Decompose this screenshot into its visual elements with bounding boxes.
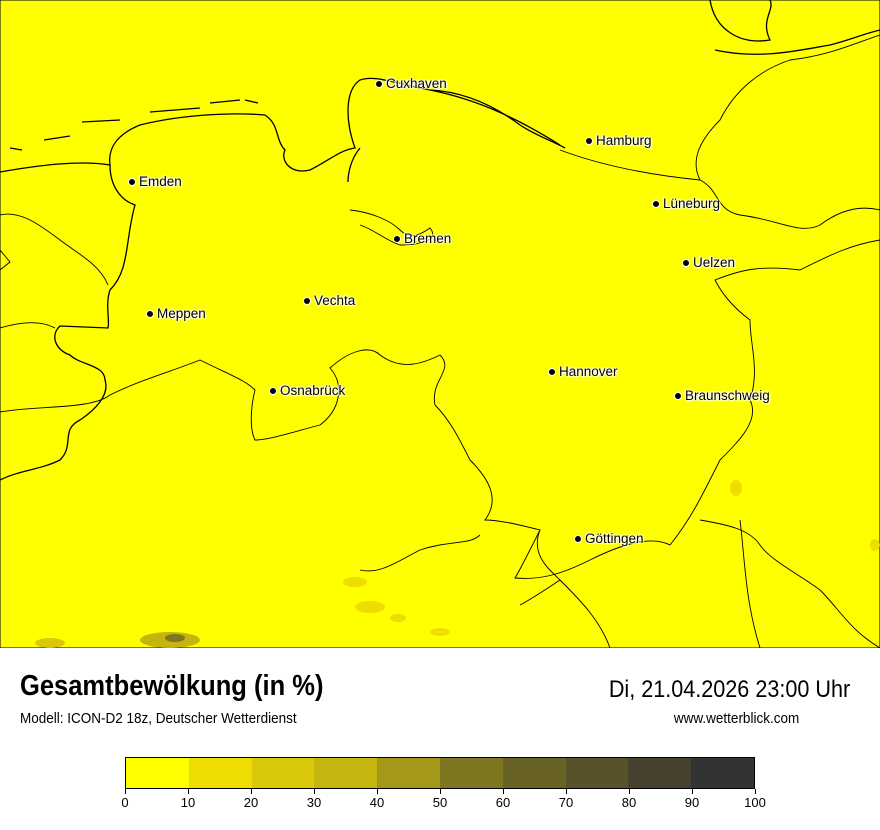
colorbar-tick-label: 10 — [180, 795, 196, 810]
city-label: Lüneburg — [652, 196, 720, 211]
colorbar-tick-mark — [314, 789, 315, 794]
map-canvas — [0, 0, 880, 649]
city-name: Meppen — [157, 306, 206, 321]
city-dot-icon — [146, 310, 154, 319]
city-dot-icon — [128, 178, 136, 187]
forecast-datetime: Di, 21.04.2026 23:00 Uhr — [608, 676, 850, 703]
map-background — [0, 0, 880, 649]
city-name: Lüneburg — [663, 196, 721, 211]
city-dot-icon — [375, 80, 383, 89]
cloud-cover-map: Cuxhaven Hamburg Emden Lüneburg Bremen U… — [0, 0, 880, 649]
city-dot-icon — [674, 392, 682, 401]
city-name: Osnabrück — [280, 383, 346, 398]
colorbar-tick-label: 40 — [369, 795, 385, 810]
colorbar-tick-mark — [755, 789, 756, 794]
colorbar-tick-mark — [377, 789, 378, 794]
model-subtitle: Modell: ICON-D2 18z, Deutscher Wetterdie… — [20, 710, 297, 727]
colorbar-tick-label: 90 — [684, 795, 700, 810]
colorbar-segment — [377, 758, 440, 788]
colorbar-segment — [126, 758, 189, 788]
colorbar-tick-label: 70 — [558, 795, 574, 810]
city-label: Braunschweig — [674, 388, 770, 403]
city-label: Cuxhaven — [375, 76, 447, 91]
city-label: Uelzen — [682, 255, 735, 270]
city-dot-icon — [652, 200, 660, 209]
colorbar-tick-label: 50 — [432, 795, 448, 810]
city-dot-icon — [393, 235, 401, 244]
colorbar-segment — [628, 758, 692, 788]
colorbar-tick-mark — [692, 789, 693, 794]
city-label: Osnabrück — [269, 383, 345, 398]
city-dot-icon — [269, 387, 277, 396]
colorbar-tick-label: 60 — [495, 795, 511, 810]
colorbar-segment — [439, 758, 503, 788]
city-dot-icon — [548, 368, 556, 377]
city-label: Bremen — [393, 231, 451, 246]
colorbar-tick-mark — [251, 789, 252, 794]
city-label: Hannover — [548, 364, 618, 379]
city-dot-icon — [574, 535, 582, 544]
city-label: Göttingen — [574, 531, 644, 546]
colorbar-tick-label: 80 — [621, 795, 637, 810]
colorbar-segment — [314, 758, 378, 788]
colorbar-segment — [251, 758, 315, 788]
city-label: Emden — [128, 174, 182, 189]
colorbar-tick-label: 20 — [243, 795, 259, 810]
website-link[interactable]: www.wetterblick.com — [673, 710, 799, 727]
colorbar-tick-label: 100 — [744, 795, 766, 810]
colorbar-tick-label: 30 — [306, 795, 322, 810]
colorbar-segment — [502, 758, 566, 788]
colorbar-tick-label: 0 — [121, 795, 129, 810]
colorbar — [125, 757, 755, 789]
city-dot-icon — [682, 259, 690, 268]
colorbar-tick-mark — [566, 789, 567, 794]
city-name: Braunschweig — [685, 388, 770, 403]
map-title: Gesamtbewölkung (in %) — [20, 670, 324, 702]
colorbar-tick-mark — [125, 789, 126, 794]
coastlines — [0, 0, 880, 481]
city-name: Hannover — [559, 364, 618, 379]
city-name: Göttingen — [585, 531, 644, 546]
cloud-patches — [35, 480, 880, 648]
colorbar-tick-mark — [188, 789, 189, 794]
city-name: Emden — [139, 174, 182, 189]
city-name: Vechta — [314, 293, 356, 308]
colorbar-tick-mark — [440, 789, 441, 794]
city-label: Hamburg — [585, 133, 652, 148]
colorbar-segment — [691, 758, 754, 788]
city-name: Bremen — [404, 231, 452, 246]
borders — [0, 34, 880, 649]
colorbar-segment — [188, 758, 252, 788]
city-dot-icon — [303, 297, 311, 306]
city-name: Cuxhaven — [386, 76, 447, 91]
colorbar-tick-mark — [629, 789, 630, 794]
city-label: Vechta — [303, 293, 355, 308]
city-dot-icon — [585, 137, 593, 146]
colorbar-segment — [565, 758, 629, 788]
colorbar-tick-mark — [503, 789, 504, 794]
city-name: Uelzen — [693, 255, 736, 270]
city-name: Hamburg — [596, 133, 652, 148]
city-label: Meppen — [146, 306, 206, 321]
